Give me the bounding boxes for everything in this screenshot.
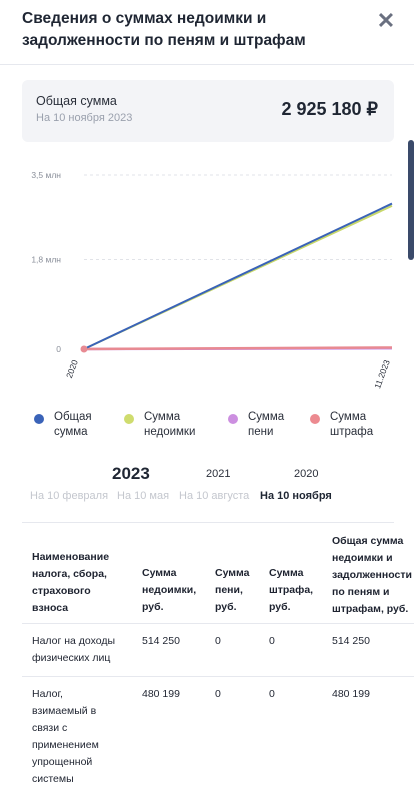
year-tab-2021[interactable]: 2021: [206, 468, 231, 480]
table-cell: Налог на доходы физических лиц: [32, 635, 116, 664]
summary-card: Общая сумма На 10 ноября 2023 2 925 180 …: [22, 80, 394, 142]
table-header-cell: Общая сумма недоимки и задолженности по …: [332, 535, 412, 615]
x-tick-label: 11.2023: [372, 358, 392, 390]
legend-dot: [310, 414, 320, 424]
legend-dot: [228, 414, 238, 424]
table-cell: 480 199: [142, 688, 180, 700]
year-tab-2023[interactable]: 2023: [112, 464, 150, 483]
summary-label: Общая сумма: [36, 94, 117, 108]
data-point: [80, 345, 88, 353]
table-row: Налог на доходы физических лиц 514 250 0…: [22, 624, 414, 677]
legend-label: Сумма пени: [248, 411, 285, 438]
year-tabs: 2023 2021 2020: [0, 462, 414, 486]
divider: [22, 522, 394, 523]
date-tab-feb[interactable]: На 10 февраля: [30, 490, 109, 502]
summary-date: На 10 ноября 2023: [36, 112, 133, 124]
table-header-cell: Сумма штрафа, руб.: [269, 567, 314, 613]
y-tick-label: 1,8 млн: [31, 255, 61, 265]
x-tick-label: 2020: [64, 358, 80, 379]
modal-title: Сведения о суммах недоимки и задолженнос…: [22, 10, 306, 49]
table-header-cell: Сумма пени, руб.: [215, 567, 250, 613]
table-cell: 0: [215, 635, 221, 647]
modal-header: Сведения о суммах недоимки и задолженнос…: [0, 0, 414, 65]
summary-total: 2 925 180 ₽: [281, 99, 378, 119]
table-header-row: Наименование налога, сбора, страхового в…: [22, 523, 414, 624]
legend-item-penalty[interactable]: Сумма пени: [228, 410, 308, 440]
table-cell: 514 250: [332, 635, 370, 647]
legend-item-total[interactable]: Общая сумма: [34, 410, 114, 440]
debt-table: Наименование налога, сбора, страхового в…: [22, 523, 414, 800]
legend-dot: [34, 414, 44, 424]
legend-label: Общая сумма: [54, 411, 92, 438]
legend-item-arrears[interactable]: Сумма недоимки: [124, 410, 204, 440]
table-cell: 0: [269, 635, 275, 647]
year-tab-2020[interactable]: 2020: [294, 468, 319, 480]
legend-dot: [124, 414, 134, 424]
table-cell: 0: [269, 688, 275, 700]
table-cell: 0: [215, 688, 221, 700]
table-cell: 514 250: [142, 635, 180, 647]
legend-label: Сумма штрафа: [330, 411, 374, 438]
table-cell: Налог, взимаемый в связи с применением у…: [32, 688, 99, 785]
chart-legend: Общая сумма Сумма недоимки Сумма пени Су…: [0, 410, 414, 444]
date-tabs: На 10 февраля На 10 мая На 10 августа На…: [0, 490, 414, 506]
date-tab-may[interactable]: На 10 мая: [117, 490, 170, 502]
date-tab-nov[interactable]: На 10 ноября: [260, 490, 332, 502]
legend-item-fine[interactable]: Сумма штрафа: [310, 410, 390, 440]
date-tab-aug[interactable]: На 10 августа: [179, 490, 250, 502]
table-header-cell: Наименование налога, сбора, страхового в…: [32, 551, 110, 614]
scrollbar[interactable]: [408, 140, 414, 260]
series-line: [83, 346, 393, 351]
y-tick-label: 0: [56, 344, 61, 354]
legend-label: Сумма недоимки: [144, 411, 196, 438]
close-icon[interactable]: ✕: [376, 8, 396, 33]
y-tick-label: 3,5 млн: [31, 170, 61, 180]
table-row: Налог, взимаемый в связи с применением у…: [22, 677, 414, 800]
table-header-cell: Сумма недоимки, руб.: [142, 567, 197, 613]
table-cell: 480 199: [332, 688, 370, 700]
series-line: [83, 202, 393, 350]
